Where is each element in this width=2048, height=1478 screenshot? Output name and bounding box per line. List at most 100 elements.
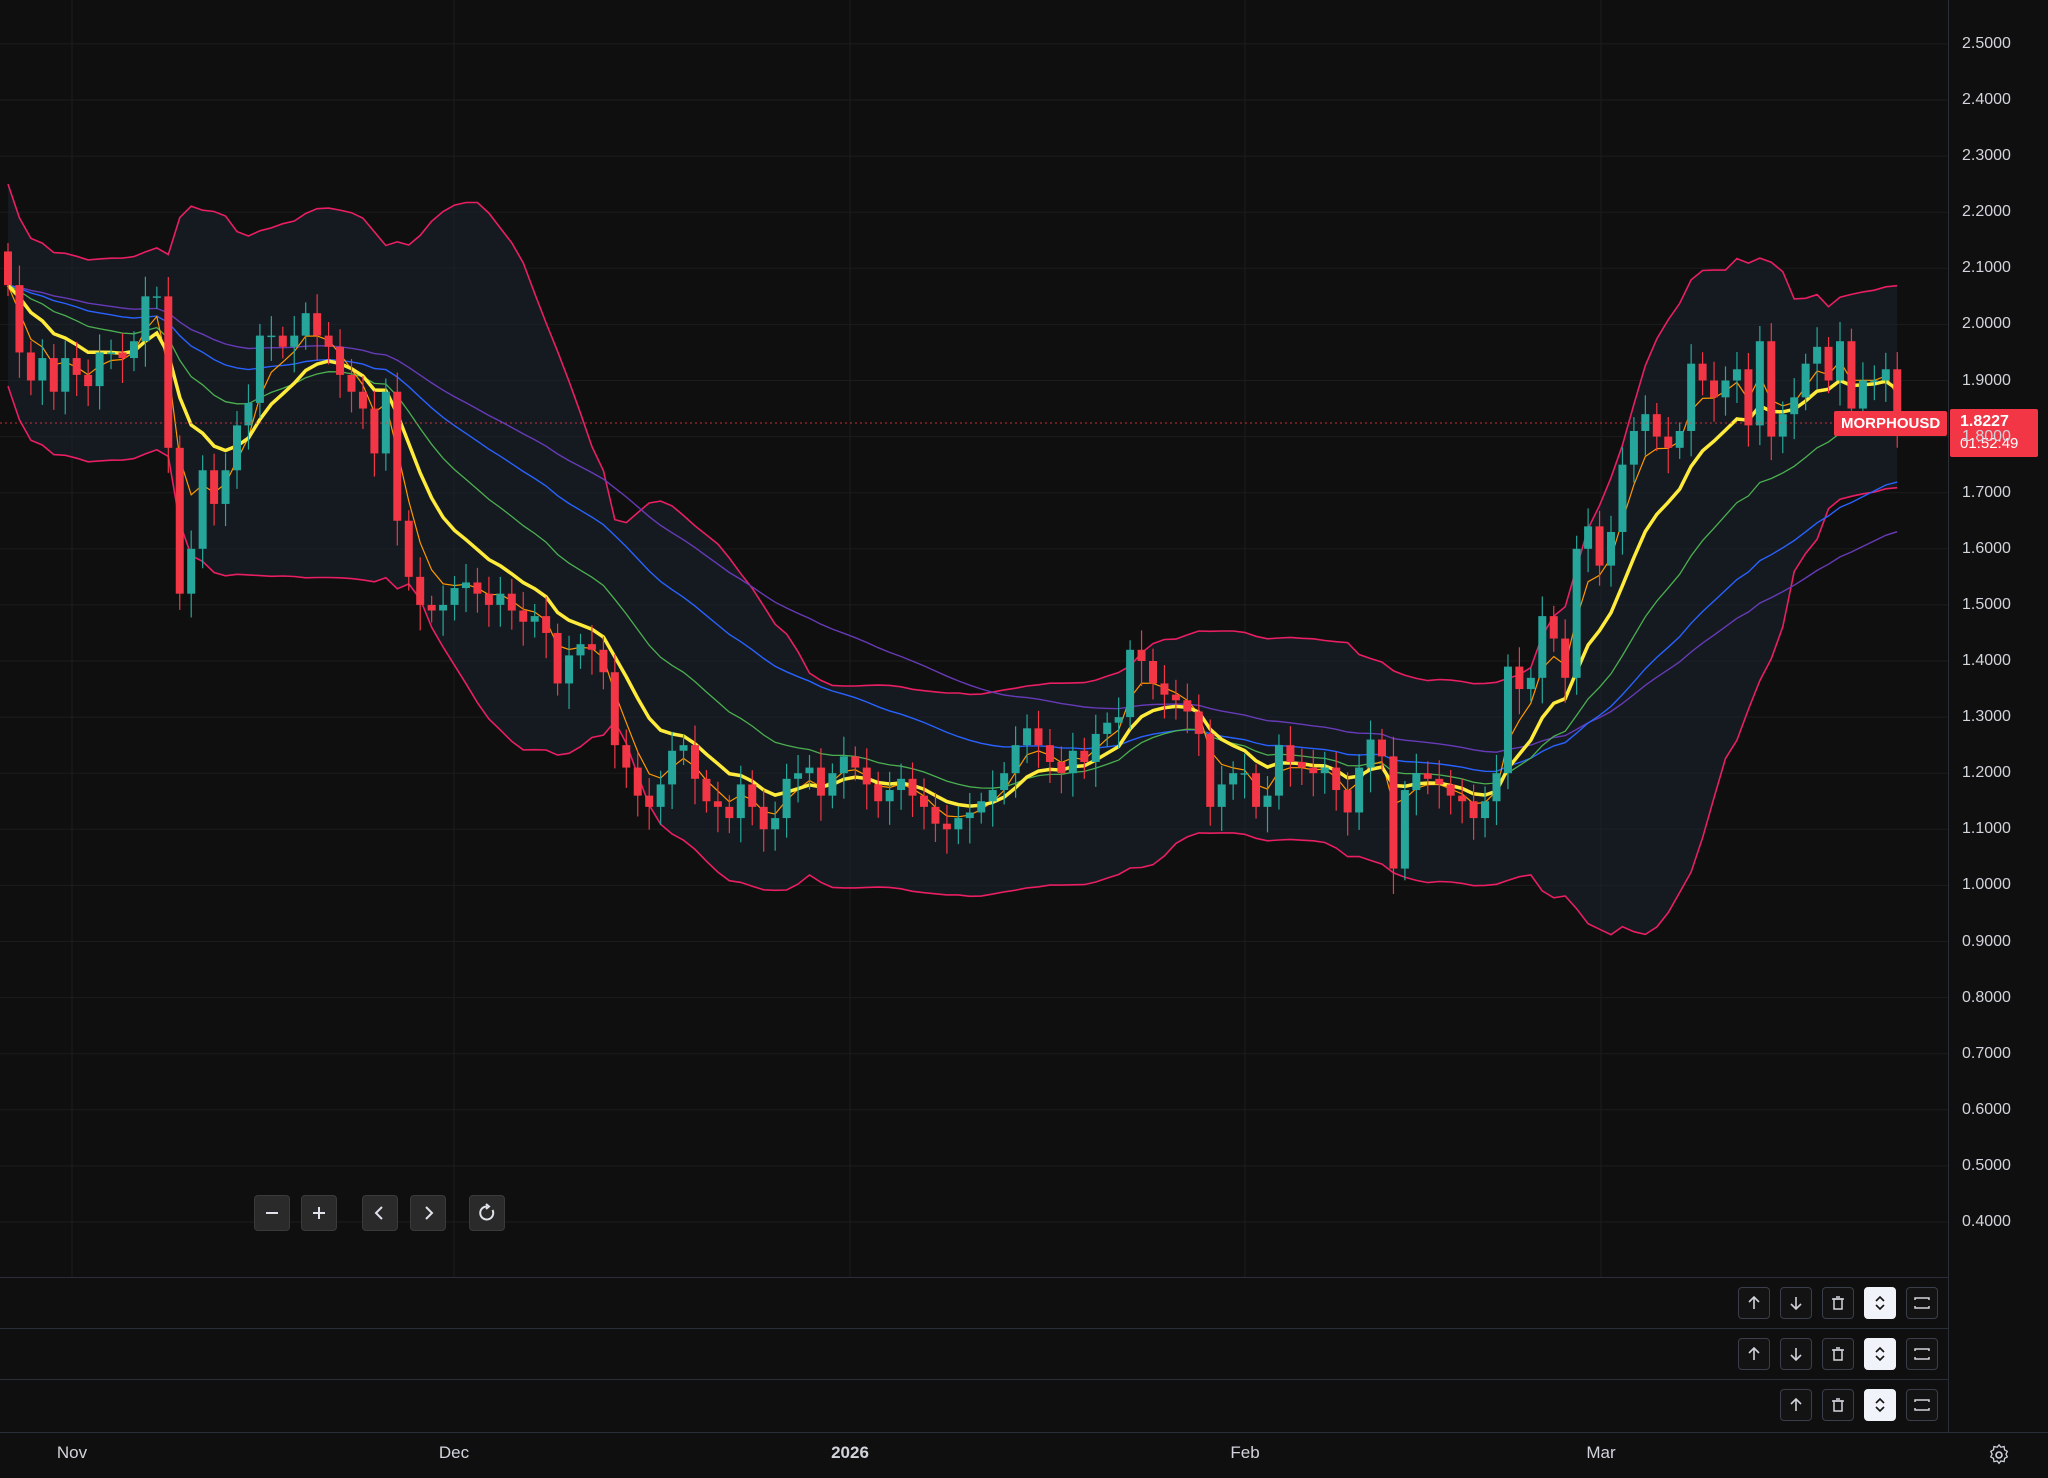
candlestick <box>1755 326 1764 446</box>
pane-separator[interactable] <box>0 1328 1948 1329</box>
candlestick <box>828 763 837 809</box>
candlestick <box>416 557 425 631</box>
candle-body <box>553 632 562 684</box>
candlestick <box>404 510 413 591</box>
candlestick <box>725 795 734 834</box>
delete-pane-button[interactable] <box>1822 1389 1854 1421</box>
candlestick <box>1515 647 1524 715</box>
candlestick <box>576 633 585 669</box>
candle-body <box>1263 795 1272 807</box>
candle-body <box>278 335 287 347</box>
candle-body <box>1584 526 1593 549</box>
candlestick <box>61 340 70 415</box>
candle-body <box>1664 436 1673 448</box>
move-pane-up-button[interactable] <box>1780 1389 1812 1421</box>
candle-body <box>1114 717 1123 723</box>
candle-body <box>416 576 425 605</box>
delete-pane-button[interactable] <box>1822 1338 1854 1370</box>
chart-settings-button[interactable] <box>1983 1439 2015 1471</box>
candle-body <box>782 778 791 819</box>
time-axis[interactable] <box>0 1432 2048 1478</box>
move-pane-up-button[interactable] <box>1738 1338 1770 1370</box>
candle-body <box>1103 722 1112 734</box>
expand-vertical-icon <box>1875 1346 1885 1362</box>
candlestick <box>1068 732 1077 797</box>
bollinger-upper-line <box>7 183 1898 696</box>
candle-body <box>977 801 986 813</box>
scroll-left-button[interactable] <box>362 1195 398 1231</box>
pane-separator[interactable] <box>0 1379 1948 1380</box>
move-pane-down-button[interactable] <box>1780 1287 1812 1319</box>
candle-body <box>1297 761 1306 768</box>
candlestick <box>175 435 184 610</box>
candlestick <box>1080 737 1089 779</box>
price-axis-label: 1.6000 <box>1962 539 2011 557</box>
minus-icon <box>266 1212 278 1214</box>
maximize-pane-button[interactable] <box>1864 1389 1896 1421</box>
maximize-pane-button[interactable] <box>1864 1287 1896 1319</box>
current-price-tag: 1.8227 01:52:49 <box>1950 409 2038 457</box>
move-pane-up-button[interactable] <box>1738 1287 1770 1319</box>
candle-body <box>645 795 654 807</box>
chart-canvas[interactable] <box>0 0 2048 1432</box>
candlestick <box>358 376 367 429</box>
candle-body <box>393 391 402 521</box>
trash-icon <box>1832 1347 1844 1361</box>
candle-body <box>210 470 219 504</box>
candlestick <box>691 725 699 805</box>
candlestick <box>1194 694 1203 757</box>
candlestick <box>370 390 379 477</box>
pane-separator[interactable] <box>0 1277 1948 1278</box>
candle-body <box>1824 346 1833 381</box>
candle-body <box>1332 767 1341 791</box>
arrow-down-icon <box>1790 1297 1802 1311</box>
candle-body <box>794 773 803 779</box>
candlestick <box>920 778 928 830</box>
candle-body <box>1286 745 1295 762</box>
candlestick <box>324 322 333 365</box>
reset-chart-button[interactable] <box>469 1195 505 1231</box>
candlestick <box>233 411 241 489</box>
candle-body <box>622 745 631 768</box>
candlestick <box>1389 736 1398 895</box>
candlestick <box>484 576 493 627</box>
candle-body <box>1435 778 1444 785</box>
price-axis-label: 2.3000 <box>1962 147 2011 165</box>
candlestick <box>610 654 619 769</box>
move-pane-down-button[interactable] <box>1780 1338 1812 1370</box>
maximize-pane-button[interactable] <box>1864 1338 1896 1370</box>
price-axis-label: 0.8000 <box>1962 988 2011 1006</box>
candlestick <box>862 748 871 810</box>
collapse-pane-button[interactable] <box>1906 1338 1938 1370</box>
scroll-right-button[interactable] <box>410 1195 446 1231</box>
candle-body <box>1446 784 1455 796</box>
candle-body <box>862 767 871 785</box>
candle-body <box>1137 649 1146 661</box>
candle-body <box>1813 346 1822 364</box>
candle-body <box>427 604 436 611</box>
candlestick <box>507 578 516 630</box>
candle-body <box>1538 616 1547 678</box>
plus-icon <box>313 1207 325 1219</box>
candlestick <box>95 334 104 410</box>
candle-body <box>1721 380 1730 398</box>
candle-body <box>736 784 745 819</box>
candlestick <box>1263 776 1272 833</box>
zoom-out-button[interactable] <box>254 1195 290 1231</box>
candle-body <box>965 812 974 819</box>
time-label-dec: Dec <box>438 1443 470 1462</box>
candlestick <box>1652 403 1661 452</box>
candle-body <box>1698 363 1707 381</box>
candle-body <box>301 313 310 336</box>
candle-body <box>1320 767 1329 774</box>
price-axis-label: 0.7000 <box>1962 1044 2011 1062</box>
price-axis[interactable] <box>1948 0 2048 1432</box>
delete-pane-button[interactable] <box>1822 1287 1854 1319</box>
zoom-in-button[interactable] <box>301 1195 337 1231</box>
collapse-pane-button[interactable] <box>1906 1287 1938 1319</box>
candlestick <box>1400 780 1409 881</box>
candlestick <box>72 341 81 397</box>
collapse-pane-button[interactable] <box>1906 1389 1938 1421</box>
gear-icon <box>1989 1444 2009 1465</box>
candlestick <box>1103 712 1112 748</box>
